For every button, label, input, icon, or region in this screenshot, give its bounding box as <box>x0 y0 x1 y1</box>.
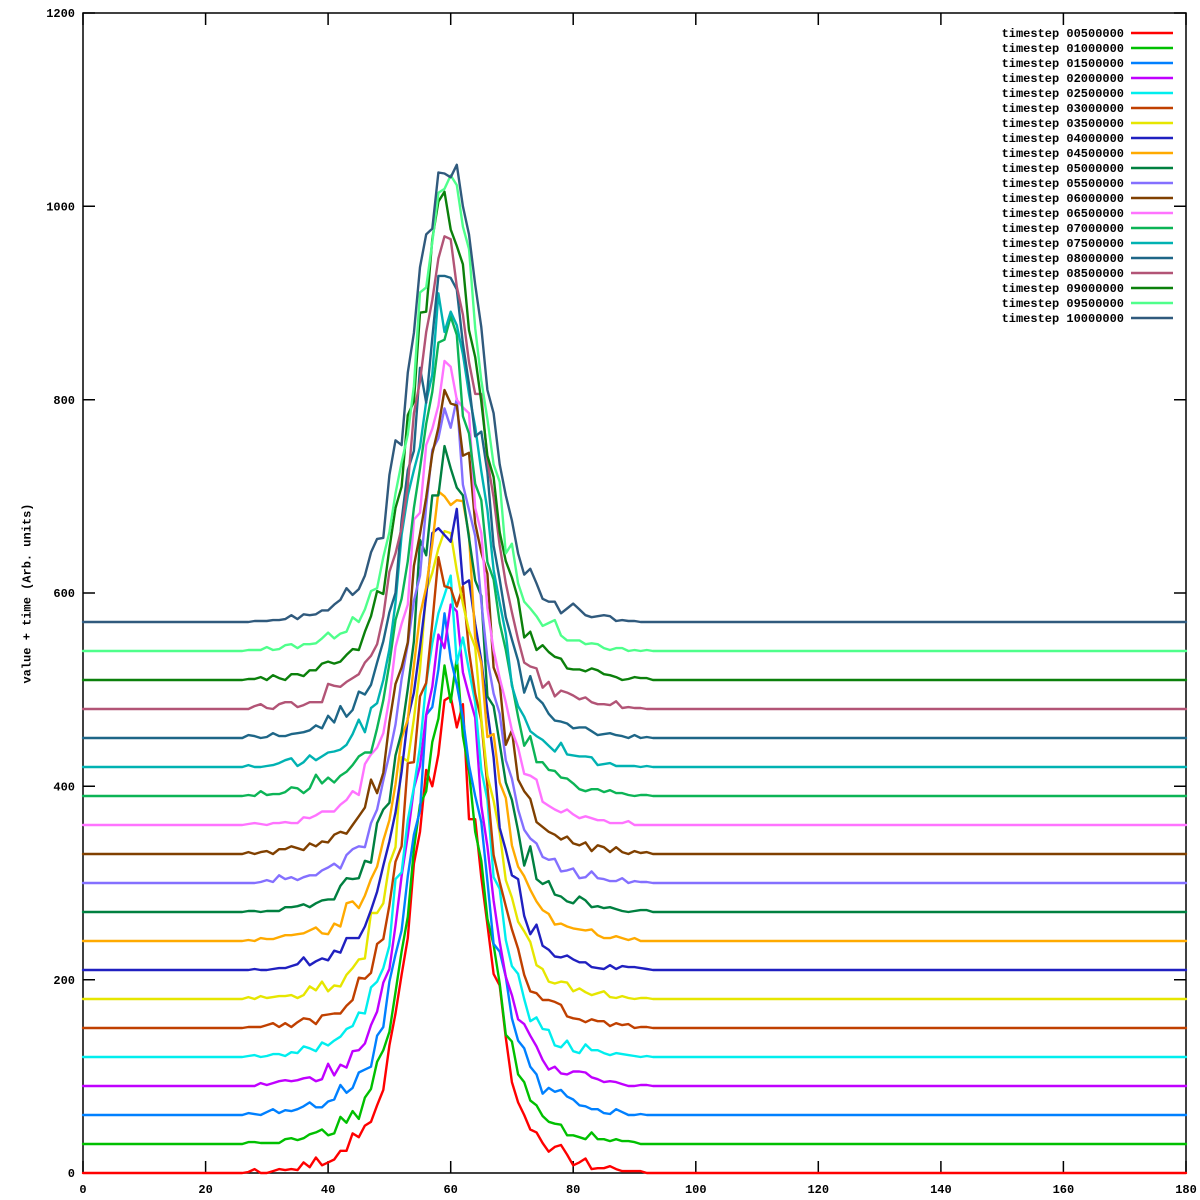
svg-text:timestep 08500000: timestep 08500000 <box>1002 267 1124 281</box>
svg-text:timestep 05000000: timestep 05000000 <box>1002 162 1124 176</box>
svg-text:timestep 07000000: timestep 07000000 <box>1002 222 1124 236</box>
svg-text:0: 0 <box>79 1183 86 1197</box>
svg-text:80: 80 <box>566 1183 580 1197</box>
svg-text:200: 200 <box>53 974 75 988</box>
svg-text:800: 800 <box>53 394 75 408</box>
svg-text:120: 120 <box>807 1183 829 1197</box>
svg-text:0: 0 <box>68 1167 75 1181</box>
svg-text:180: 180 <box>1175 1183 1197 1197</box>
svg-text:20: 20 <box>198 1183 212 1197</box>
svg-text:140: 140 <box>930 1183 952 1197</box>
svg-text:1200: 1200 <box>46 7 75 21</box>
svg-text:timestep 01000000: timestep 01000000 <box>1002 42 1124 56</box>
svg-text:timestep 03000000: timestep 03000000 <box>1002 102 1124 116</box>
svg-text:1000: 1000 <box>46 201 75 215</box>
svg-text:timestep 09000000: timestep 09000000 <box>1002 282 1124 296</box>
svg-text:timestep 03500000: timestep 03500000 <box>1002 117 1124 131</box>
svg-text:400: 400 <box>53 781 75 795</box>
svg-text:value + time (Arb. units): value + time (Arb. units) <box>21 503 35 683</box>
svg-text:timestep 04500000: timestep 04500000 <box>1002 147 1124 161</box>
svg-text:60: 60 <box>443 1183 457 1197</box>
svg-text:timestep 09500000: timestep 09500000 <box>1002 297 1124 311</box>
svg-text:timestep 02500000: timestep 02500000 <box>1002 87 1124 101</box>
svg-text:160: 160 <box>1053 1183 1075 1197</box>
svg-text:timestep 10000000: timestep 10000000 <box>1002 312 1124 326</box>
svg-text:timestep 01500000: timestep 01500000 <box>1002 57 1124 71</box>
svg-text:timestep 06000000: timestep 06000000 <box>1002 192 1124 206</box>
svg-text:timestep 07500000: timestep 07500000 <box>1002 237 1124 251</box>
svg-text:40: 40 <box>321 1183 335 1197</box>
svg-text:timestep 08000000: timestep 08000000 <box>1002 252 1124 266</box>
svg-text:timestep 00500000: timestep 00500000 <box>1002 27 1124 41</box>
svg-text:timestep 04000000: timestep 04000000 <box>1002 132 1124 146</box>
svg-text:timestep 05500000: timestep 05500000 <box>1002 177 1124 191</box>
svg-text:timestep 02000000: timestep 02000000 <box>1002 72 1124 86</box>
svg-text:timestep 06500000: timestep 06500000 <box>1002 207 1124 221</box>
svg-text:100: 100 <box>685 1183 707 1197</box>
svg-text:600: 600 <box>53 587 75 601</box>
